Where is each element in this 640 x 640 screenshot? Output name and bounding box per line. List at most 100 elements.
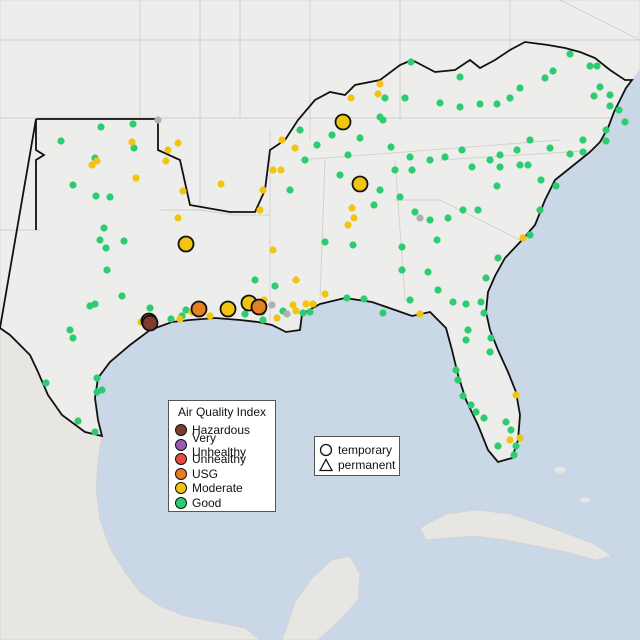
monitor-marker[interactable] — [174, 214, 182, 222]
monitor-marker[interactable] — [376, 186, 384, 194]
monitor-marker[interactable] — [120, 237, 128, 245]
monitor-marker[interactable] — [350, 214, 358, 222]
monitor-marker[interactable] — [474, 206, 482, 214]
monitor-marker[interactable] — [91, 428, 99, 436]
monitor-marker[interactable] — [526, 136, 534, 144]
monitor-marker[interactable] — [507, 426, 515, 434]
monitor-marker[interactable] — [344, 151, 352, 159]
monitor-marker[interactable] — [93, 157, 101, 165]
monitor-marker[interactable] — [512, 391, 520, 399]
monitor-marker[interactable] — [348, 204, 356, 212]
monitor-marker[interactable] — [269, 246, 277, 254]
monitor-marker[interactable] — [387, 143, 395, 151]
monitor-marker[interactable] — [506, 94, 514, 102]
monitor-marker[interactable] — [167, 315, 175, 323]
monitor-marker[interactable] — [467, 401, 475, 409]
monitor-marker[interactable] — [88, 161, 96, 169]
monitor-marker[interactable] — [456, 73, 464, 81]
monitor-marker[interactable] — [302, 300, 310, 308]
monitor-marker[interactable] — [606, 91, 614, 99]
temporary-monitor-marker[interactable] — [351, 175, 369, 193]
monitor-marker[interactable] — [441, 153, 449, 161]
monitor-marker[interactable] — [381, 94, 389, 102]
monitor-marker[interactable] — [289, 301, 297, 309]
monitor-marker[interactable] — [93, 388, 101, 396]
monitor-marker[interactable] — [379, 116, 387, 124]
monitor-marker[interactable] — [103, 266, 111, 274]
monitor-marker[interactable] — [519, 234, 527, 242]
monitor-marker[interactable] — [593, 62, 601, 70]
monitor-marker[interactable] — [426, 156, 434, 164]
monitor-marker[interactable] — [92, 192, 100, 200]
monitor-marker[interactable] — [566, 50, 574, 58]
monitor-marker[interactable] — [391, 166, 399, 174]
monitor-marker[interactable] — [464, 326, 472, 334]
monitor-marker[interactable] — [496, 163, 504, 171]
monitor-marker[interactable] — [406, 153, 414, 161]
monitor-marker[interactable] — [301, 156, 309, 164]
monitor-marker[interactable] — [411, 208, 419, 216]
monitor-marker[interactable] — [526, 231, 534, 239]
monitor-marker[interactable] — [360, 295, 368, 303]
monitor-marker[interactable] — [477, 298, 485, 306]
monitor-marker[interactable] — [433, 236, 441, 244]
monitor-marker[interactable] — [590, 92, 598, 100]
monitor-marker[interactable] — [472, 408, 480, 416]
monitor-marker[interactable] — [164, 146, 172, 154]
monitor-marker[interactable] — [292, 276, 300, 284]
monitor-marker[interactable] — [370, 201, 378, 209]
monitor-marker[interactable] — [454, 376, 462, 384]
monitor-marker[interactable] — [273, 314, 281, 322]
monitor-marker[interactable] — [602, 137, 610, 145]
monitor-marker[interactable] — [251, 276, 259, 284]
monitor-marker[interactable] — [376, 80, 384, 88]
monitor-marker[interactable] — [97, 123, 105, 131]
monitor-marker[interactable] — [408, 166, 416, 174]
monitor-marker[interactable] — [552, 182, 560, 190]
monitor-marker[interactable] — [513, 146, 521, 154]
temporary-monitor-marker[interactable] — [141, 314, 159, 332]
monitor-marker[interactable] — [541, 74, 549, 82]
monitor-no-data-marker[interactable] — [416, 214, 424, 222]
monitor-marker[interactable] — [459, 392, 467, 400]
monitor-no-data-marker[interactable] — [268, 301, 276, 309]
monitor-marker[interactable] — [406, 296, 414, 304]
monitor-marker[interactable] — [259, 186, 267, 194]
monitor-marker[interactable] — [606, 102, 614, 110]
monitor-marker[interactable] — [456, 103, 464, 111]
monitor-marker[interactable] — [424, 268, 432, 276]
monitor-marker[interactable] — [286, 186, 294, 194]
monitor-marker[interactable] — [313, 141, 321, 149]
monitor-marker[interactable] — [480, 309, 488, 317]
monitor-marker[interactable] — [586, 62, 594, 70]
monitor-marker[interactable] — [57, 137, 65, 145]
monitor-no-data-marker[interactable] — [154, 116, 162, 124]
monitor-marker[interactable] — [321, 290, 329, 298]
monitor-marker[interactable] — [69, 334, 77, 342]
monitor-marker[interactable] — [129, 120, 137, 128]
monitor-marker[interactable] — [444, 214, 452, 222]
monitor-marker[interactable] — [621, 118, 629, 126]
monitor-marker[interactable] — [130, 144, 138, 152]
monitor-marker[interactable] — [452, 366, 460, 374]
temporary-monitor-marker[interactable] — [190, 300, 208, 318]
monitor-marker[interactable] — [241, 310, 249, 318]
monitor-marker[interactable] — [349, 241, 357, 249]
monitor-marker[interactable] — [596, 83, 604, 91]
monitor-marker[interactable] — [426, 216, 434, 224]
monitor-marker[interactable] — [66, 326, 74, 334]
monitor-marker[interactable] — [482, 274, 490, 282]
monitor-marker[interactable] — [510, 451, 518, 459]
monitor-marker[interactable] — [296, 126, 304, 134]
monitor-marker[interactable] — [434, 286, 442, 294]
monitor-marker[interactable] — [516, 434, 524, 442]
monitor-marker[interactable] — [546, 144, 554, 152]
monitor-marker[interactable] — [379, 309, 387, 317]
monitor-marker[interactable] — [356, 134, 364, 142]
monitor-marker[interactable] — [512, 442, 520, 450]
monitor-marker[interactable] — [502, 418, 510, 426]
monitor-marker[interactable] — [516, 84, 524, 92]
monitor-marker[interactable] — [343, 294, 351, 302]
monitor-marker[interactable] — [487, 334, 495, 342]
monitor-marker[interactable] — [336, 171, 344, 179]
